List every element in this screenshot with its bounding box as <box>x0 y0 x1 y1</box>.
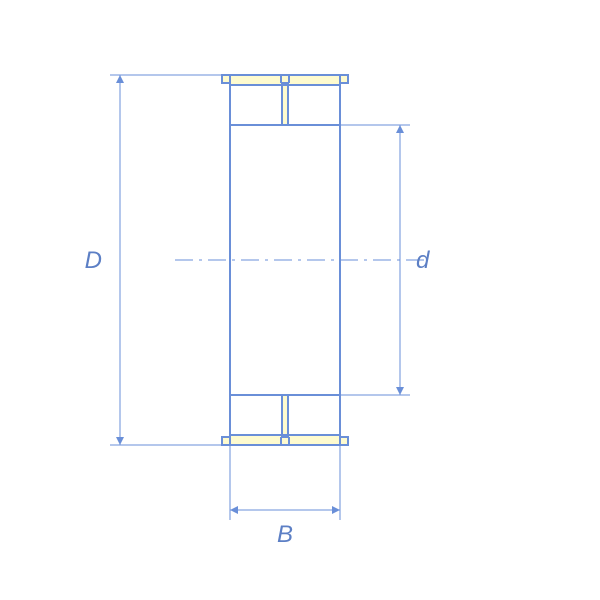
bearing-diagram: Dd B <box>0 0 600 600</box>
width-label: B <box>277 521 293 548</box>
outer-diameter-label: D <box>85 247 102 274</box>
inner-diameter-label: d <box>416 247 430 274</box>
